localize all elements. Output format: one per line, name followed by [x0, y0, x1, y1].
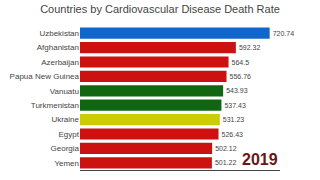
- svg-text:Yemen: Yemen: [54, 159, 79, 168]
- svg-text:Ukraine: Ukraine: [51, 115, 79, 124]
- svg-text:Afghanistan: Afghanistan: [37, 43, 79, 52]
- svg-text:Papua New Guinea: Papua New Guinea: [10, 72, 80, 81]
- svg-text:564.5: 564.5: [232, 59, 250, 66]
- svg-text:Countries by Cardiovascular Di: Countries by Cardiovascular Disease Deat…: [40, 3, 280, 15]
- svg-text:531.23: 531.23: [223, 116, 245, 123]
- svg-text:Egypt: Egypt: [59, 130, 80, 139]
- svg-text:Uzbekistan: Uzbekistan: [39, 29, 79, 38]
- svg-text:592.32: 592.32: [239, 44, 261, 51]
- svg-text:556.76: 556.76: [230, 73, 252, 80]
- svg-text:502.12: 502.12: [215, 145, 237, 152]
- svg-text:2019: 2019: [242, 151, 278, 168]
- svg-text:Georgia: Georgia: [51, 144, 80, 153]
- svg-text:537.43: 537.43: [224, 102, 246, 109]
- svg-text:543.93: 543.93: [226, 87, 248, 94]
- svg-text:526.43: 526.43: [222, 131, 244, 138]
- svg-text:Turkmenistan: Turkmenistan: [31, 101, 79, 110]
- svg-text:720.74: 720.74: [273, 30, 295, 37]
- svg-text:Azerbaijan: Azerbaijan: [41, 58, 79, 67]
- svg-text:501.22: 501.22: [215, 159, 237, 166]
- svg-text:Vanuatu: Vanuatu: [50, 87, 79, 96]
